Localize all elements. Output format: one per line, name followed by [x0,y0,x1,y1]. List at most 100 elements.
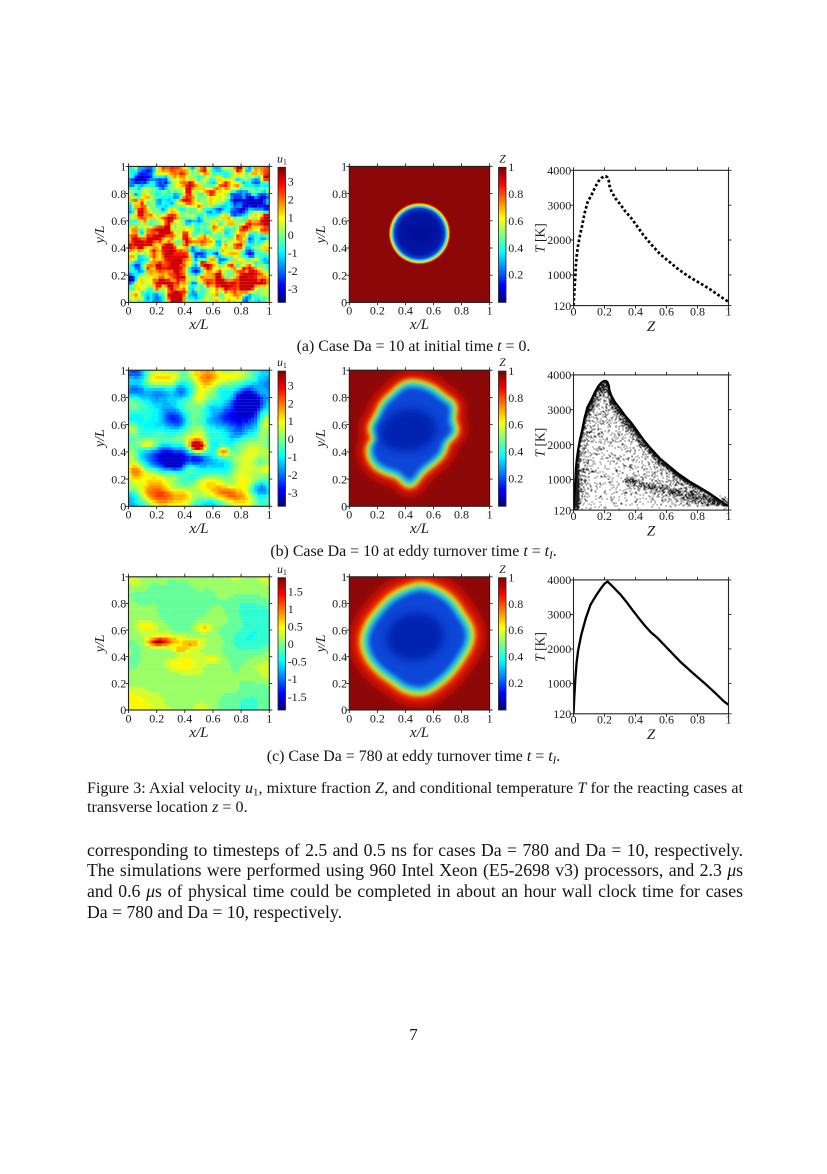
svg-text:1: 1 [288,602,294,616]
svg-text:0.8: 0.8 [234,508,249,522]
svg-text:1: 1 [120,363,126,377]
svg-text:0.4: 0.4 [177,711,192,725]
svg-text:0.8: 0.8 [234,711,249,725]
svg-text:u1: u1 [277,153,287,166]
svg-text:0.4: 0.4 [111,241,126,255]
svg-text:0.6: 0.6 [659,509,674,523]
svg-text:1: 1 [726,304,732,318]
svg-text:4000: 4000 [547,573,571,587]
svg-text:0.6: 0.6 [508,623,523,637]
svg-text:0.2: 0.2 [149,508,164,522]
svg-text:0: 0 [571,509,577,523]
svg-text:0.6: 0.6 [332,418,347,432]
svg-text:0: 0 [288,228,294,242]
svg-text:0.6: 0.6 [508,418,523,432]
svg-text:-3: -3 [288,282,298,296]
svg-text:0.6: 0.6 [111,623,126,637]
svg-text:0: 0 [120,703,126,717]
svg-text:0.8: 0.8 [332,597,347,611]
svg-text:0.2: 0.2 [370,508,385,522]
svg-text:0.6: 0.6 [426,508,441,522]
svg-text:T [K]: T [K] [533,428,548,458]
svg-text:0.2: 0.2 [332,268,347,282]
svg-text:0.6: 0.6 [659,304,674,318]
svg-text:0.4: 0.4 [398,304,413,318]
svg-text:1: 1 [341,363,347,377]
svg-text:y/L: y/L [93,225,108,245]
svg-text:1000: 1000 [547,473,571,487]
svg-text:u1: u1 [277,564,287,577]
svg-text:0.2: 0.2 [111,472,126,486]
svg-text:0: 0 [126,711,132,725]
svg-text:1: 1 [487,711,493,725]
svg-text:x/L: x/L [409,317,429,333]
svg-text:0.6: 0.6 [426,711,441,725]
svg-text:0.8: 0.8 [111,597,126,611]
svg-text:0.2: 0.2 [597,304,612,318]
svg-text:0.6: 0.6 [332,214,347,228]
svg-text:0.6: 0.6 [111,418,126,432]
svg-text:0.4: 0.4 [332,650,347,664]
svg-text:Z: Z [499,357,506,369]
svg-text:0.4: 0.4 [332,241,347,255]
svg-text:0.8: 0.8 [508,597,523,611]
svg-text:1: 1 [487,508,493,522]
svg-text:0: 0 [120,296,126,310]
svg-text:0: 0 [120,500,126,514]
svg-text:0.6: 0.6 [508,214,523,228]
svg-text:1: 1 [120,160,126,174]
svg-text:1: 1 [266,508,272,522]
svg-text:x/L: x/L [188,725,208,741]
svg-text:0.4: 0.4 [508,445,523,459]
svg-text:0.6: 0.6 [206,508,221,522]
svg-text:0.4: 0.4 [508,650,523,664]
svg-text:0.6: 0.6 [111,214,126,228]
svg-text:1: 1 [341,160,347,174]
svg-text:0: 0 [126,508,132,522]
svg-text:2000: 2000 [547,438,571,452]
svg-text:x/L: x/L [188,317,208,333]
svg-text:0.6: 0.6 [206,304,221,318]
svg-text:0.8: 0.8 [690,713,705,727]
svg-text:y/L: y/L [314,429,329,449]
svg-text:1: 1 [288,414,294,428]
svg-text:1000: 1000 [547,677,571,691]
svg-text:0.8: 0.8 [234,304,249,318]
svg-text:0.4: 0.4 [628,304,643,318]
svg-text:0.5: 0.5 [288,620,303,634]
svg-text:1: 1 [487,304,493,318]
svg-text:2: 2 [288,396,294,410]
svg-text:0: 0 [126,304,132,318]
svg-text:0.8: 0.8 [111,391,126,405]
svg-text:Z: Z [647,319,656,335]
svg-text:-1: -1 [288,246,298,260]
svg-text:0.2: 0.2 [508,676,523,690]
svg-text:x/L: x/L [409,521,429,537]
svg-text:1: 1 [508,571,514,585]
svg-text:0.4: 0.4 [111,650,126,664]
svg-text:3000: 3000 [547,608,571,622]
svg-text:x/L: x/L [409,725,429,741]
svg-text:-3: -3 [288,486,298,500]
svg-text:2000: 2000 [547,642,571,656]
svg-text:-2: -2 [288,468,298,482]
svg-text:0.8: 0.8 [690,304,705,318]
svg-text:0.6: 0.6 [659,713,674,727]
svg-text:0.4: 0.4 [628,713,643,727]
svg-text:x/L: x/L [188,521,208,537]
svg-text:0.8: 0.8 [454,304,469,318]
svg-text:1: 1 [266,711,272,725]
svg-text:0.6: 0.6 [426,304,441,318]
svg-text:-1: -1 [288,450,298,464]
svg-text:0: 0 [288,432,294,446]
svg-text:0: 0 [346,508,352,522]
svg-text:4000: 4000 [547,164,571,178]
svg-text:0.4: 0.4 [628,509,643,523]
svg-text:Z: Z [647,727,656,743]
svg-text:-1.5: -1.5 [288,690,307,704]
svg-text:y/L: y/L [93,429,108,449]
svg-text:0.8: 0.8 [332,187,347,201]
svg-text:0.4: 0.4 [111,445,126,459]
svg-text:0.6: 0.6 [206,711,221,725]
svg-text:3000: 3000 [547,403,571,417]
